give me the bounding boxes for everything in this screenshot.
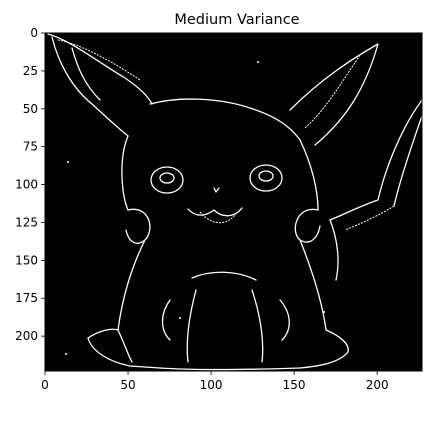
- y-tick-label: 50: [23, 102, 38, 116]
- y-tick-label: 0: [30, 26, 38, 40]
- x-tick-label: 100: [200, 378, 223, 392]
- y-tick-label: 175: [15, 291, 38, 305]
- y-tick-label: 200: [15, 329, 38, 343]
- x-axis: 0 50 100 150 200: [41, 371, 389, 392]
- y-tick-label: 150: [15, 253, 38, 267]
- y-tick-label: 75: [23, 140, 38, 154]
- axes-frame: [44, 32, 423, 372]
- image-background: [45, 33, 422, 371]
- x-tick-label: 50: [120, 378, 135, 392]
- x-tick-label: 0: [41, 378, 49, 392]
- chart-title: Medium Variance: [174, 12, 299, 28]
- y-tick-label: 125: [15, 215, 38, 229]
- x-tick-label: 150: [283, 378, 306, 392]
- y-tick-label: 100: [15, 178, 38, 192]
- y-tick-label: 25: [23, 64, 38, 78]
- y-axis: 0 25 50 75 100 125 150 175 200: [15, 26, 45, 343]
- x-tick-label: 200: [366, 378, 389, 392]
- edge-image: [47, 33, 423, 371]
- plot-area: [44, 32, 423, 372]
